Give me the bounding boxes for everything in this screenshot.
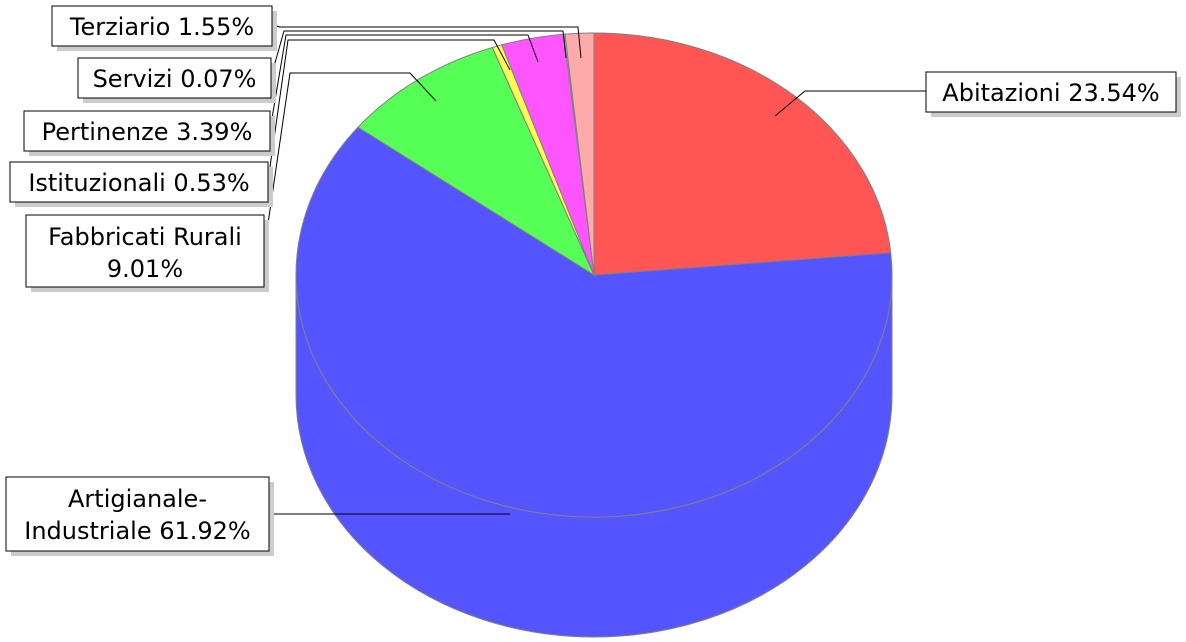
slice-label-fabbricati-rurali: Fabbricati Rurali 9.01% [48, 223, 242, 283]
pie-top [295, 32, 893, 518]
slice-labels: Abitazioni 23.54% Artigianale-Industriale… [5, 5, 1181, 556]
label-box-fabbricati-rurali [25, 214, 265, 288]
pie-slice-artigianale-industriale [295, 126, 893, 518]
slice-label-terziario: Terziario 1.55% [69, 13, 254, 41]
label-box-terziario [51, 5, 273, 47]
slice-label-pertinenze: Pertinenze 3.39% [42, 118, 253, 146]
label-box-istituzionali [9, 161, 269, 203]
leader-line-pertinenze [269, 34, 539, 131]
slice-label-artigianale-industriale: Artigianale-Industriale 61.92% [24, 485, 250, 545]
leader-line-abitazioni [774, 90, 926, 117]
leader-line-fabbricati-rurali [263, 72, 437, 252]
pie-slice-abitazioni [593, 32, 892, 276]
label-box-servizi [77, 57, 272, 99]
pie-slice-terziario [564, 32, 595, 276]
label-box-artigianale-industriale [5, 476, 270, 552]
leader-line-servizi [270, 30, 567, 78]
label-box-pertinenze [23, 110, 271, 152]
slice-label-istituzionali: Istituzionali 0.53% [28, 169, 249, 197]
slice-label-abitazioni: Abitazioni 23.54% [942, 79, 1159, 107]
pie-slice-fabbricati-rurali [357, 46, 596, 277]
leader-line-istituzionali [267, 39, 511, 182]
slice-label-servizi: Servizi 0.07% [93, 65, 257, 93]
label-box-abitazioni [925, 71, 1177, 113]
